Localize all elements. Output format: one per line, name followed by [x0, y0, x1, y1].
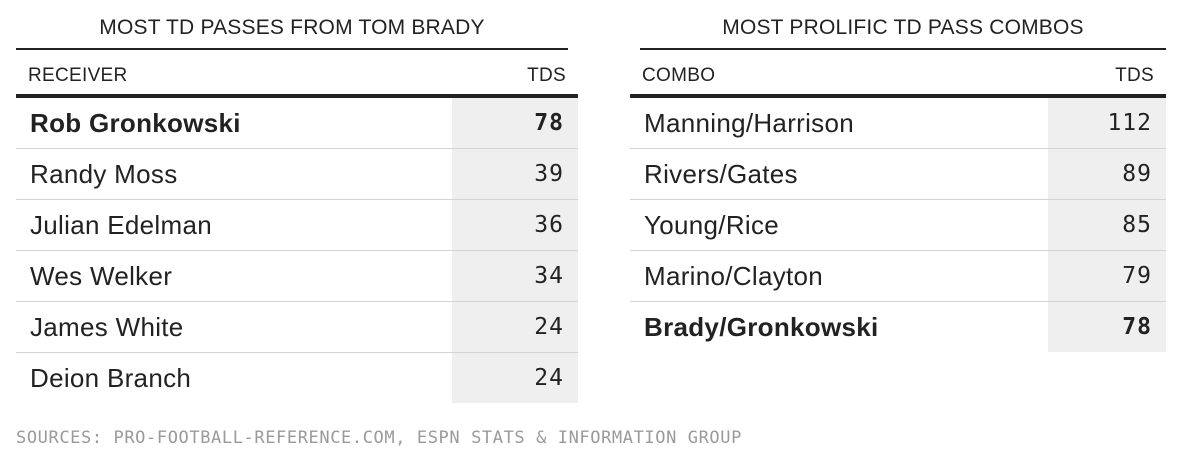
tds-cell: 36	[452, 200, 578, 250]
tds-value: 112	[1107, 110, 1152, 136]
tds-cell: 78	[1048, 302, 1166, 352]
row-name: Young/Rice	[644, 210, 780, 240]
table-row: Rivers/Gates 89	[630, 149, 1166, 200]
table-body: Rob Gronkowski 78 Randy Moss 39 Julian Edelm…	[16, 98, 578, 403]
table-row: Wes Welker 34	[16, 251, 578, 302]
tds-value: 24	[534, 314, 564, 340]
table-row: Deion Branch 24	[16, 353, 578, 403]
tds-cell: 79	[1048, 251, 1166, 301]
column-header-receiver: RECEIVER	[28, 65, 128, 86]
row-name: Wes Welker	[30, 261, 173, 291]
table-body: Manning/Harrison 112 Rivers/Gates 89 Young/R…	[630, 98, 1166, 352]
tds-value: 34	[534, 263, 564, 289]
tds-value: 85	[1122, 212, 1152, 238]
tds-value: 89	[1122, 161, 1152, 187]
tds-cell: 89	[1048, 149, 1166, 199]
table-row: Randy Moss 39	[16, 149, 578, 200]
row-name: Rob Gronkowski	[30, 108, 241, 138]
tds-value: 36	[534, 212, 564, 238]
tds-cell: 112	[1048, 98, 1166, 148]
table-row: Julian Edelman 36	[16, 200, 578, 251]
tds-cell: 24	[452, 353, 578, 403]
tds-cell: 34	[452, 251, 578, 301]
tds-value: 78	[1122, 314, 1152, 340]
row-name: Manning/Harrison	[644, 108, 855, 138]
table-row: Young/Rice 85	[630, 200, 1166, 251]
row-name: Deion Branch	[30, 363, 192, 393]
sources-note: SOURCES: PRO-FOOTBALL-REFERENCE.COM, ESP…	[16, 428, 742, 448]
td-combos-table: MOST PROLIFIC TD PASS COMBOS COMBO TDS M…	[630, 0, 1166, 352]
tds-cell: 39	[452, 149, 578, 199]
table-row: Brady/Gronkowski 78	[630, 302, 1166, 352]
row-name: Marino/Clayton	[644, 261, 824, 291]
row-name: James White	[30, 312, 184, 342]
table-row: Manning/Harrison 112	[630, 98, 1166, 149]
table-header: RECEIVER TDS	[16, 50, 578, 98]
table-row: Rob Gronkowski 78	[16, 98, 578, 149]
row-name: Brady/Gronkowski	[644, 312, 879, 342]
tds-cell: 24	[452, 302, 578, 352]
brady-receivers-table: MOST TD PASSES FROM TOM BRADY RECEIVER T…	[16, 0, 578, 403]
row-name: Rivers/Gates	[644, 159, 798, 189]
column-header-combo: COMBO	[642, 65, 716, 86]
row-name: Julian Edelman	[30, 210, 212, 240]
tds-value: 24	[534, 365, 564, 391]
column-header-tds: TDS	[527, 65, 566, 86]
table-title: MOST PROLIFIC TD PASS COMBOS	[640, 0, 1166, 50]
table-title: MOST TD PASSES FROM TOM BRADY	[16, 0, 568, 50]
tds-value: 39	[534, 161, 564, 187]
table-row: Marino/Clayton 79	[630, 251, 1166, 302]
tds-cell: 85	[1048, 200, 1166, 250]
tds-value: 78	[534, 110, 564, 136]
tds-value: 79	[1122, 263, 1152, 289]
table-row: James White 24	[16, 302, 578, 353]
table-header: COMBO TDS	[630, 50, 1166, 98]
tds-cell: 78	[452, 98, 578, 148]
row-name: Randy Moss	[30, 159, 178, 189]
column-header-tds: TDS	[1115, 65, 1154, 86]
